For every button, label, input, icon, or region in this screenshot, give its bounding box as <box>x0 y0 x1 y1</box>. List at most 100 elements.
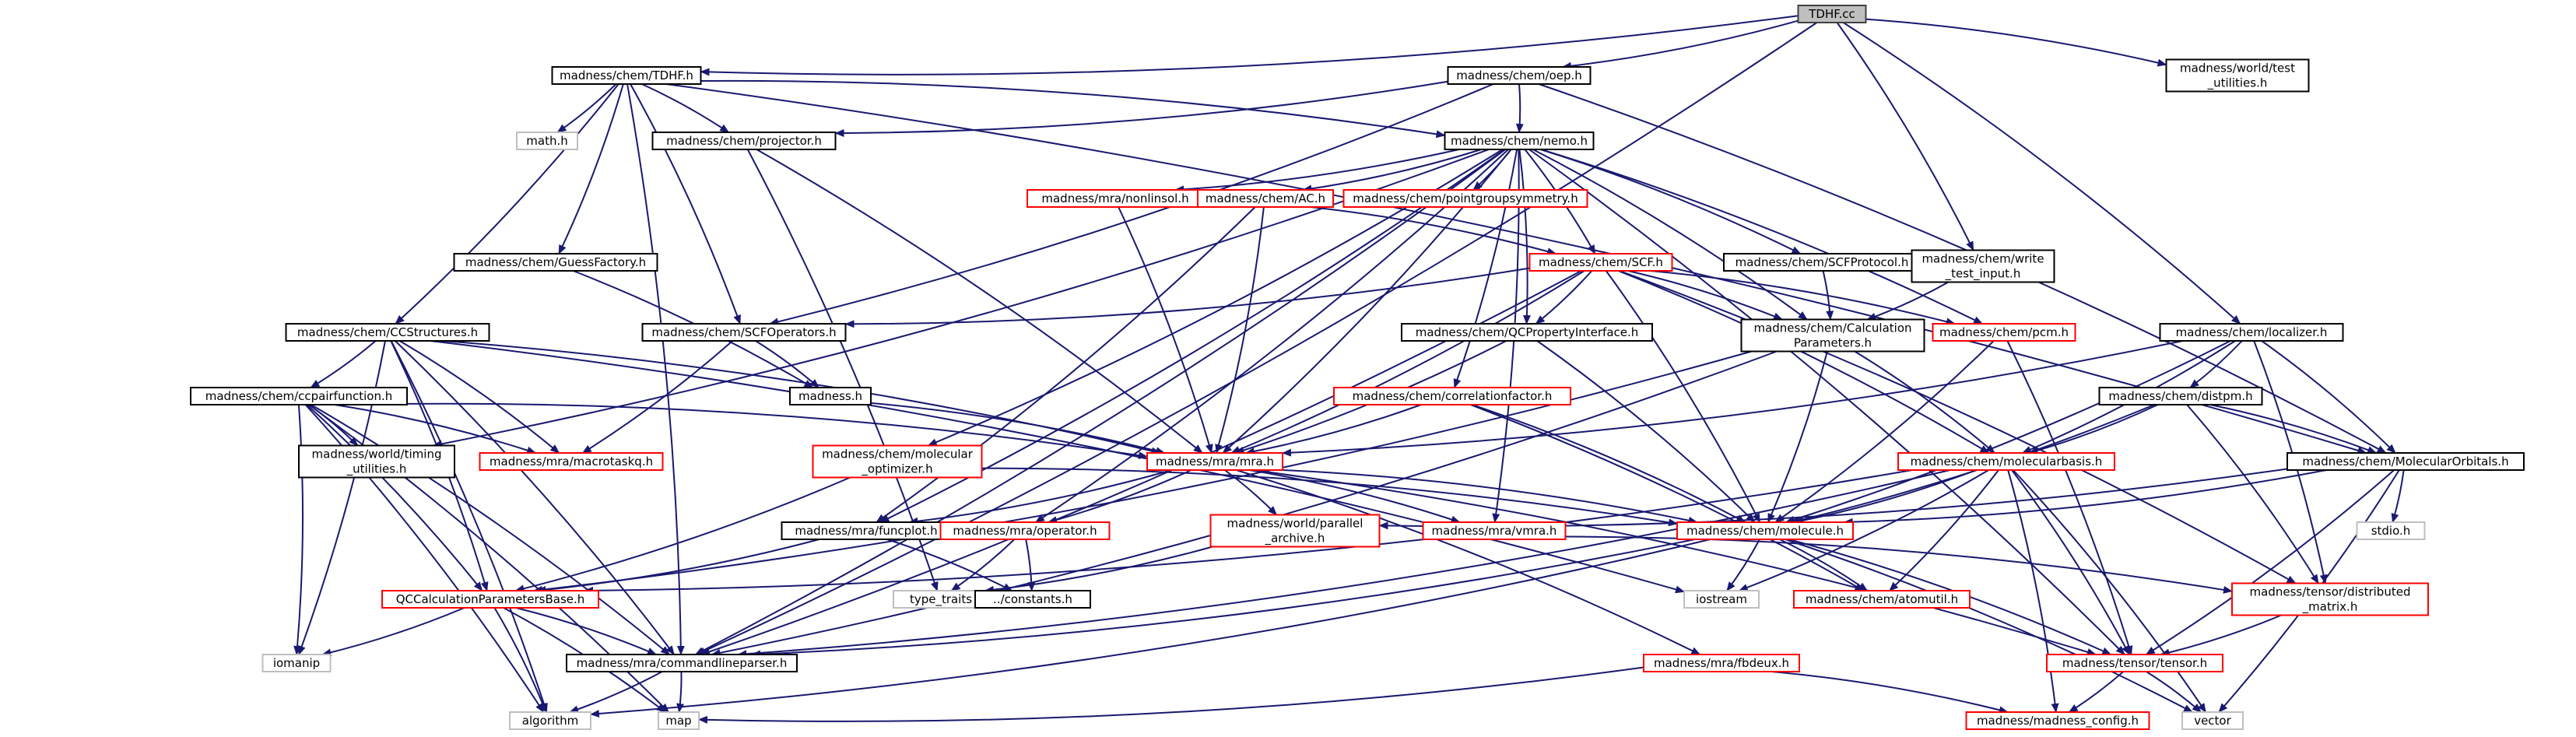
node-madness-chem-ccpairfunction-h[interactable]: madness/chem/ccpairfunction.h <box>190 387 408 405</box>
node-madness-mra-funcplot-h[interactable]: madness/mra/funcplot.h <box>781 521 952 540</box>
node-madness-chem-correlationfactor-h[interactable]: madness/chem/correlationfactor.h <box>1333 387 1571 405</box>
node-madness-chem-qcpropertyinterface-h[interactable]: madness/chem/QCPropertyInterface.h <box>1401 323 1653 342</box>
node-tdhf-cc[interactable]: TDHF.cc <box>1797 5 1867 23</box>
node-madness-tensor-tensor-h[interactable]: madness/tensor/tensor.h <box>2046 654 2223 672</box>
node-madness-mra-vmra-h[interactable]: madness/mra/vmra.h <box>1422 521 1567 540</box>
node-label: ../constants.h <box>993 592 1072 606</box>
edge-distpm_h-to-distributed_matrix_h <box>2186 404 2319 584</box>
node-madness-mra-fbdeux-h[interactable]: madness/mra/fbdeux.h <box>1643 654 1800 672</box>
node-box <box>2231 582 2429 616</box>
node-box <box>651 132 837 150</box>
node-madness-chem-scfprotocol-h[interactable]: madness/chem/SCFProtocol.h <box>1723 253 1921 272</box>
node-box <box>2165 58 2310 93</box>
edge-localizer_h-to-molorbitals_h <box>2261 340 2396 454</box>
edge-write_test_input_h-to-calcparams_h <box>1866 281 1950 321</box>
node-box <box>261 654 332 672</box>
node-madness-chem-tdhf-h[interactable]: madness/chem/TDHF.h <box>551 66 702 85</box>
node-madness-mra-macrotaskq-h[interactable]: madness/mra/macrotaskq.h <box>479 452 664 471</box>
edge-ccstructures_h-to-macrotaskq_h <box>399 340 560 454</box>
node-madness-chem-pcm-h[interactable]: madness/chem/pcm.h <box>1932 323 2076 342</box>
node-madness-mra-nonlinsol-h[interactable]: madness/mra/nonlinsol.h <box>1027 189 1204 208</box>
node-qccalculationparametersbase-h[interactable]: QCCalculationParametersBase.h <box>381 590 599 609</box>
node-madness-world-timing-utilities-h[interactable]: madness/world/timing_utilities.h <box>298 444 455 479</box>
node-label: madness/chem/pcm.h <box>1939 325 2069 339</box>
node-madness-chem-write-test-input-h[interactable]: madness/chem/write_test_input.h <box>1911 249 2055 283</box>
node-label: madness/chem/GuessFactory.h <box>465 255 646 269</box>
node-label: madness/chem/TDHF.h <box>560 68 693 82</box>
node-label: madness/chem/correlationfactor.h <box>1353 389 1553 403</box>
node-madness-chem-pointgroupsymmetry-h[interactable]: madness/chem/pointgroupsymmetry.h <box>1342 189 1588 208</box>
node-label: Parameters.h <box>1794 336 1872 350</box>
edge-molecule_h-to-vector <box>1785 539 2193 713</box>
edge-scfoperators_h-to-madness_h <box>755 340 819 388</box>
node-madness-tensor-distributed-matrix-h[interactable]: madness/tensor/distributed_matrix.h <box>2231 582 2429 616</box>
edge-tensor_h-to-madness_config_h <box>2068 671 2124 713</box>
node-madness-chem-molecularbasis-h[interactable]: madness/chem/molecularbasis.h <box>1897 452 2115 471</box>
node-constants-h[interactable]: ../constants.h <box>974 590 1091 609</box>
edge-nonlinsol_h-to-mra_h <box>1118 206 1213 454</box>
node-madness-chem-molecular-optimizer-h[interactable]: madness/chem/molecular_optimizer.h <box>812 444 983 479</box>
edge-scfprotocol_h-to-calcparams_h <box>1822 270 1834 321</box>
node-label: vector <box>2194 714 2231 728</box>
node-box <box>285 323 490 342</box>
edge-scf_h-to-qcproperty_h <box>1535 270 1593 325</box>
edge-nemo_h-to-ac_h <box>1302 149 1482 193</box>
node-label: madness/chem/projector.h <box>666 134 822 148</box>
edge-qccalc_h-to-algorithm <box>493 607 547 713</box>
node-box <box>1209 514 1381 548</box>
node-box <box>190 387 408 405</box>
edge-funcplot_h-to-constants_h <box>886 539 1013 591</box>
node-madness-chem-projector-h[interactable]: madness/chem/projector.h <box>651 132 837 150</box>
node-madness-mra-operator-h[interactable]: madness/mra/operator.h <box>939 521 1111 540</box>
node-label: madness/chem/localizer.h <box>2176 325 2328 339</box>
node-label: madness/chem/SCF.h <box>1539 255 1663 269</box>
edge-nemo_h-to-commandlineparser_h <box>694 149 1506 655</box>
node-madness-chem-scfoperators-h[interactable]: madness/chem/SCFOperators.h <box>641 323 847 342</box>
node-madness-chem-ccstructures-h[interactable]: madness/chem/CCStructures.h <box>285 323 490 342</box>
node-box <box>453 253 658 272</box>
node-madness-madness-config-h[interactable]: madness/madness_config.h <box>1965 711 2150 730</box>
node-madness-chem-atomutil-h[interactable]: madness/chem/atomutil.h <box>1793 590 1971 609</box>
node-madness-world-test-utilities-h[interactable]: madness/world/test_utilities.h <box>2165 58 2310 93</box>
edge-mra_h-to-tensor_h <box>1254 469 2097 656</box>
node-label: madness/chem/AC.h <box>1206 191 1325 205</box>
edge-commandlineparser_h-to-map <box>676 671 685 713</box>
node-madness-mra-mra-h[interactable]: madness/mra/mra.h <box>1146 452 1283 471</box>
node-madness-mra-commandlineparser-h[interactable]: madness/mra/commandlineparser.h <box>566 654 798 672</box>
node-iomanip: iomanip <box>261 654 332 672</box>
node-madness-chem-ac-h[interactable]: madness/chem/AC.h <box>1197 189 1334 208</box>
node-madness-chem-scf-h[interactable]: madness/chem/SCF.h <box>1528 253 1673 272</box>
node-madness-chem-guessfactory-h[interactable]: madness/chem/GuessFactory.h <box>453 253 658 272</box>
node-madness-chem-localizer-h[interactable]: madness/chem/localizer.h <box>2159 323 2344 342</box>
node-madness-chem-distpm-h[interactable]: madness/chem/distpm.h <box>2098 387 2263 405</box>
node-label: iomanip <box>273 656 320 670</box>
edge-chem_oep_h-to-scfoperators_h <box>769 83 1494 326</box>
node-box <box>1197 189 1334 208</box>
node-label: madness/chem/oep.h <box>1456 68 1582 82</box>
edge-chem_oep_h-to-projector_h <box>834 80 1448 138</box>
node-madness-chem-molecule-h[interactable]: madness/chem/molecule.h <box>1676 521 1854 540</box>
node-box <box>1911 249 2055 283</box>
edge-molorbitals_h-to-stdio_h <box>2391 469 2405 523</box>
edge-ccpairfunction_h-to-mra_h <box>406 402 1148 460</box>
node-label: madness/madness_config.h <box>1977 714 2139 728</box>
node-box <box>2098 387 2263 405</box>
edge-corrfactor_h-to-molecule_h <box>1472 404 1746 523</box>
node-madness-chem-calculationparameters-h[interactable]: madness/chem/CalculationParameters.h <box>1740 318 1925 353</box>
edge-molecule_h-to-commandlineparser_h <box>751 539 1696 658</box>
node-box <box>789 387 872 405</box>
edge-chem_tdhf_h-to-guessfactory_h <box>558 83 624 254</box>
node-madness-world-parallel-archive-h[interactable]: madness/world/parallel_archive.h <box>1209 514 1381 548</box>
edge-molbasis_h-to-commandlineparser_h <box>737 469 1950 658</box>
node-madness-chem-molecularorbitals-h[interactable]: madness/chem/MolecularOrbitals.h <box>2286 452 2525 471</box>
node-box <box>1793 590 1971 609</box>
node-label: madness/chem/Calculation <box>1753 321 1911 335</box>
node-madness-h[interactable]: madness.h <box>789 387 872 405</box>
node-label: madness/mra/mra.h <box>1156 454 1274 469</box>
node-madness-chem-oep-h[interactable]: madness/chem/oep.h <box>1447 66 1592 85</box>
edge-ac_h-to-mra_h <box>1215 206 1265 454</box>
node-label: type_traits <box>910 592 972 607</box>
edge-nemo_h-to-nonlinsol_h <box>1174 149 1460 194</box>
node-box <box>1401 323 1653 342</box>
node-madness-chem-nemo-h[interactable]: madness/chem/nemo.h <box>1444 132 1595 150</box>
